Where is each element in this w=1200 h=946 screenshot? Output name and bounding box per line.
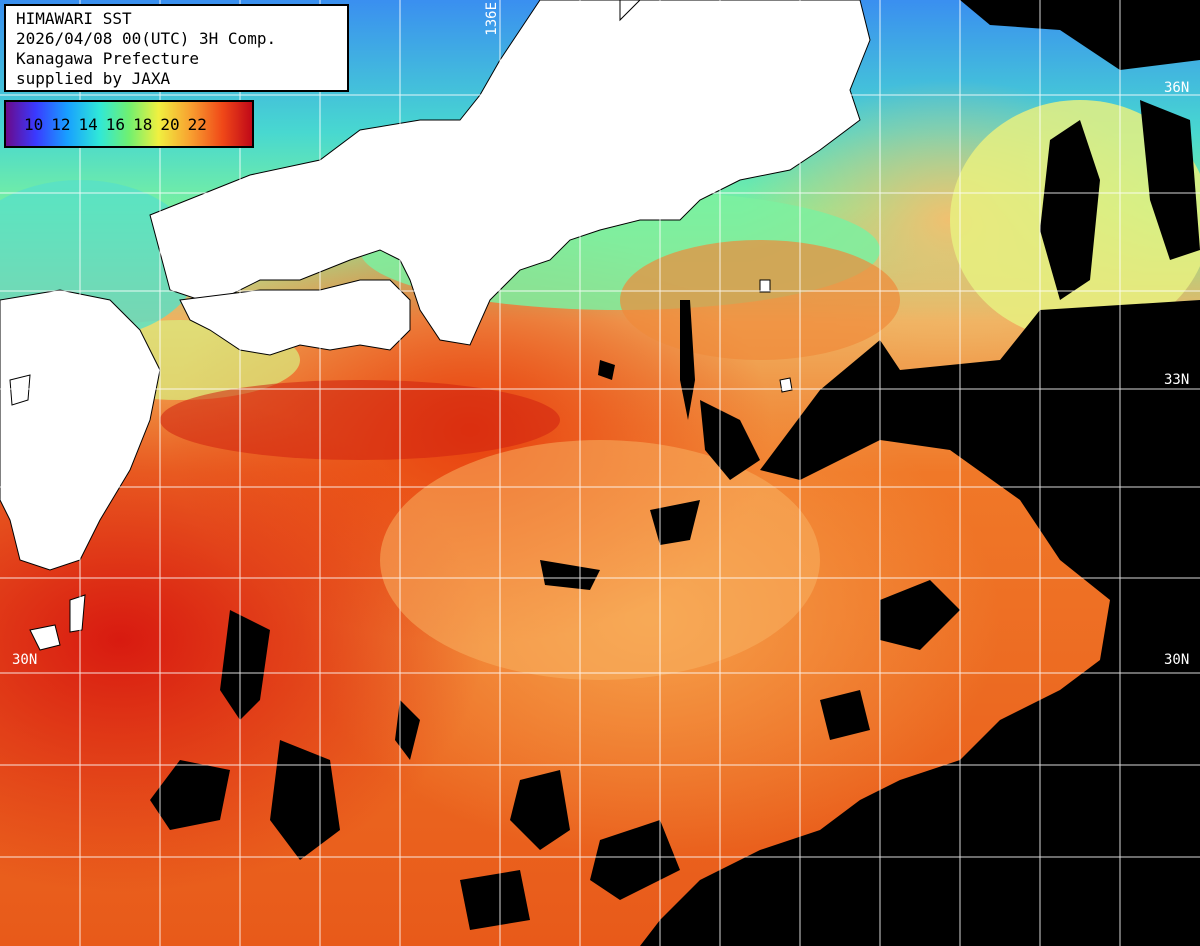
- title-satellite: HIMAWARI SST: [16, 9, 132, 28]
- title-credit: supplied by JAXA: [16, 69, 171, 88]
- scale-tick: 14: [78, 114, 98, 134]
- scale-tick: 12: [51, 114, 71, 134]
- lat-label-33n: 33N: [1164, 372, 1190, 388]
- lat-label-36n: 36N: [1164, 80, 1190, 96]
- lat-label-30n-left: 30N: [12, 652, 38, 668]
- lon-label-136e: 136E: [484, 2, 500, 36]
- lat-label-30n-right: 30N: [1164, 652, 1190, 668]
- color-scale: 10 12 14 16 18 20 22: [4, 100, 254, 148]
- cloud-mask: [150, 0, 1200, 946]
- title-box: HIMAWARI SST 2026/04/08 00(UTC) 3H Comp.…: [4, 4, 349, 92]
- title-datetime: 2026/04/08 00(UTC) 3H Comp.: [16, 29, 277, 48]
- scale-tick: 22: [187, 114, 207, 134]
- scale-tick: 20: [160, 114, 180, 134]
- scale-tick: 16: [105, 114, 126, 134]
- scale-tick: 18: [133, 114, 153, 134]
- scale-tick: 10: [24, 114, 44, 134]
- title-prefecture: Kanagawa Prefecture: [16, 49, 200, 68]
